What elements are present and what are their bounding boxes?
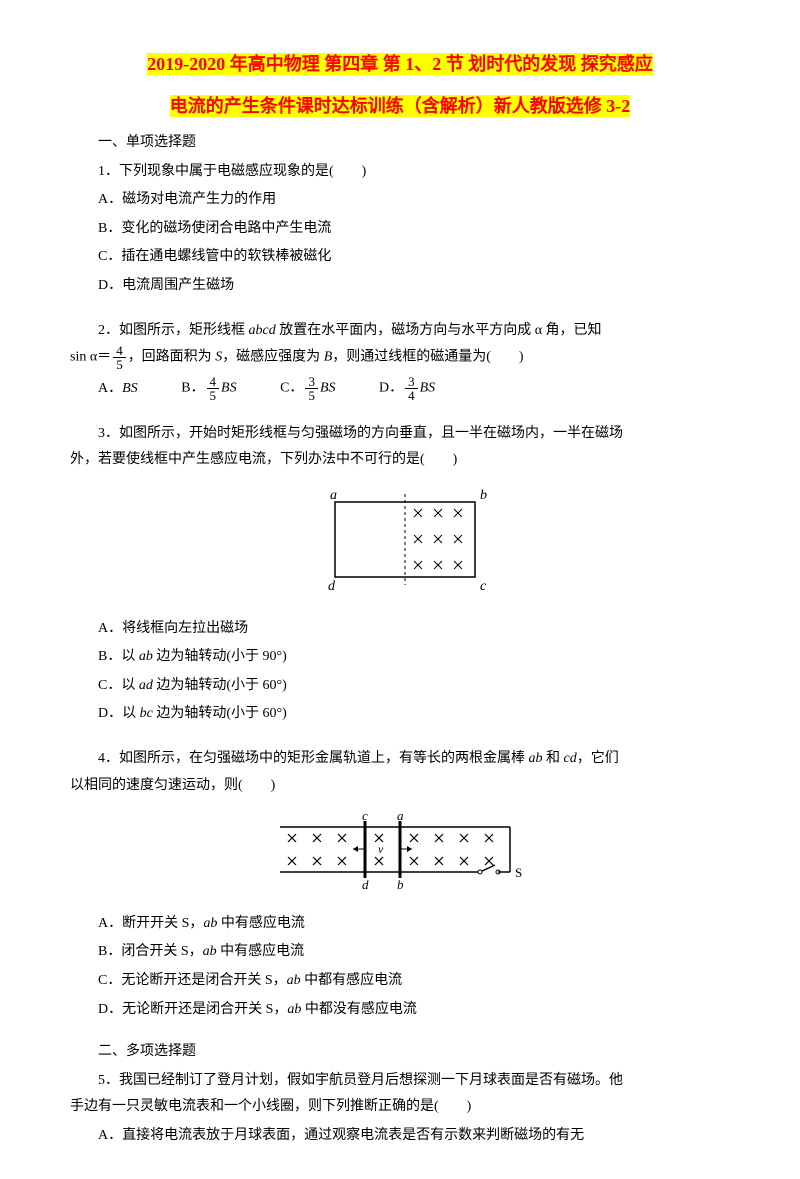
section-1-header: 一、单项选择题 bbox=[70, 130, 730, 157]
q4-figure: c a d b v S bbox=[70, 807, 730, 903]
q2-pre: 2．如图所示，矩形线框 bbox=[98, 323, 249, 338]
page-root: 2019-2020 年高中物理 第四章 第 1、2 节 划时代的发现 探究感应 … bbox=[0, 0, 800, 1179]
q4-label-d: d bbox=[362, 877, 369, 892]
q4-opt-d: D．无论断开还是闭合开关 S，ab 中都没有感应电流 bbox=[70, 997, 730, 1024]
title-line-1: 2019-2020 年高中物理 第四章 第 1、2 节 划时代的发现 探究感应 bbox=[147, 53, 653, 75]
q2-mid2a: ，回路面积为 bbox=[128, 350, 216, 365]
q2-abcd: abcd bbox=[249, 323, 276, 338]
q2-opt-d: D．34BS bbox=[379, 375, 435, 402]
q4-label-a: a bbox=[397, 808, 404, 823]
q1-opt-b: B．变化的磁场使闭合电路中产生电流 bbox=[70, 216, 730, 243]
q4-label-c: c bbox=[362, 808, 368, 823]
q3-figure: a b c d bbox=[70, 482, 730, 608]
section-1: 一、单项选择题 1．下列现象中属于电磁感应现象的是( ) A．磁场对电流产生力的… bbox=[70, 130, 730, 1149]
q2-sin: sin α＝ bbox=[70, 350, 111, 365]
q1-opt-d: D．电流周围产生磁场 bbox=[70, 273, 730, 300]
q4-svg: c a d b v S bbox=[265, 807, 535, 892]
q2-mid2b: ，磁感应强度为 bbox=[222, 350, 324, 365]
title-block: 2019-2020 年高中物理 第四章 第 1、2 节 划时代的发现 探究感应 … bbox=[70, 50, 730, 118]
q5-stem-line1: 5．我国已经制订了登月计划，假如宇航员登月后想探测一下月球表面是否有磁场。他 bbox=[70, 1068, 730, 1095]
q4-label-b: b bbox=[397, 877, 404, 892]
q5-stem-line2: 手边有一只灵敏电流表和一个小线圈，则下列推断正确的是( ) bbox=[70, 1094, 730, 1121]
q3-opt-c: C．以 ad 边为轴转动(小于 60°) bbox=[70, 673, 730, 700]
q2-frac-45: 45 bbox=[113, 344, 126, 371]
q2-mid: 放置在水平面内，磁场方向与水平方向成 α 角，已知 bbox=[276, 323, 602, 338]
q3-svg: a b c d bbox=[310, 482, 490, 597]
q3-label-b: b bbox=[480, 488, 487, 503]
q2-opt-c: C．35BS bbox=[280, 375, 335, 402]
q3-opt-d: D．以 bc 边为轴转动(小于 60°) bbox=[70, 701, 730, 728]
q4-label-s: S bbox=[515, 865, 522, 880]
q2-opt-b: B．45BS bbox=[181, 375, 236, 402]
q4-label-v: v bbox=[378, 842, 384, 856]
q4-opt-c: C．无论断开还是闭合开关 S，ab 中都有感应电流 bbox=[70, 968, 730, 995]
q3-opt-a: A．将线框向左拉出磁场 bbox=[70, 616, 730, 643]
q3-label-c: c bbox=[480, 579, 487, 594]
q3-label-a: a bbox=[330, 488, 337, 503]
q2-stem-line2: sin α＝45，回路面积为 S，磁感应强度为 B，则通过线框的磁通量为( ) bbox=[70, 344, 730, 371]
q3-stem-line1: 3．如图所示，开始时矩形线框与匀强磁场的方向垂直，且一半在磁场内，一半在磁场 bbox=[70, 421, 730, 448]
q4-opt-a: A．断开开关 S，ab 中有感应电流 bbox=[70, 911, 730, 938]
q4-stem-line2: 以相同的速度匀速运动，则( ) bbox=[70, 773, 730, 800]
q2-B: B bbox=[324, 350, 333, 365]
title-line-2: 电流的产生条件课时达标训练（含解析）新人教版选修 3-2 bbox=[170, 95, 631, 117]
q1-stem: 1．下列现象中属于电磁感应现象的是( ) bbox=[70, 159, 730, 186]
q1-opt-a: A．磁场对电流产生力的作用 bbox=[70, 187, 730, 214]
q2-opt-a: A．BS bbox=[98, 376, 138, 403]
q5-opt-a: A．直接将电流表放于月球表面，通过观察电流表是否有示数来判断磁场的有无 bbox=[70, 1123, 730, 1150]
q4-stem-line1: 4．如图所示，在匀强磁场中的矩形金属轨道上，有等长的两根金属棒 ab 和 cd，… bbox=[70, 746, 730, 773]
q2-options: A．BS B．45BS C．35BS D．34BS bbox=[70, 375, 730, 402]
q1-opt-c: C．插在通电螺线管中的软铁棒被磁化 bbox=[70, 244, 730, 271]
q3-opt-b: B．以 ab 边为轴转动(小于 90°) bbox=[70, 644, 730, 671]
q4-opt-b: B．闭合开关 S，ab 中有感应电流 bbox=[70, 939, 730, 966]
q2-post: ，则通过线框的磁通量为( ) bbox=[332, 350, 523, 365]
q2-stem-line1: 2．如图所示，矩形线框 abcd 放置在水平面内，磁场方向与水平方向成 α 角，… bbox=[70, 318, 730, 345]
q3-label-d: d bbox=[328, 579, 336, 594]
q3-stem-line2: 外，若要使线框中产生感应电流，下列办法中不可行的是( ) bbox=[70, 447, 730, 474]
section-2-header: 二、多项选择题 bbox=[70, 1039, 730, 1066]
